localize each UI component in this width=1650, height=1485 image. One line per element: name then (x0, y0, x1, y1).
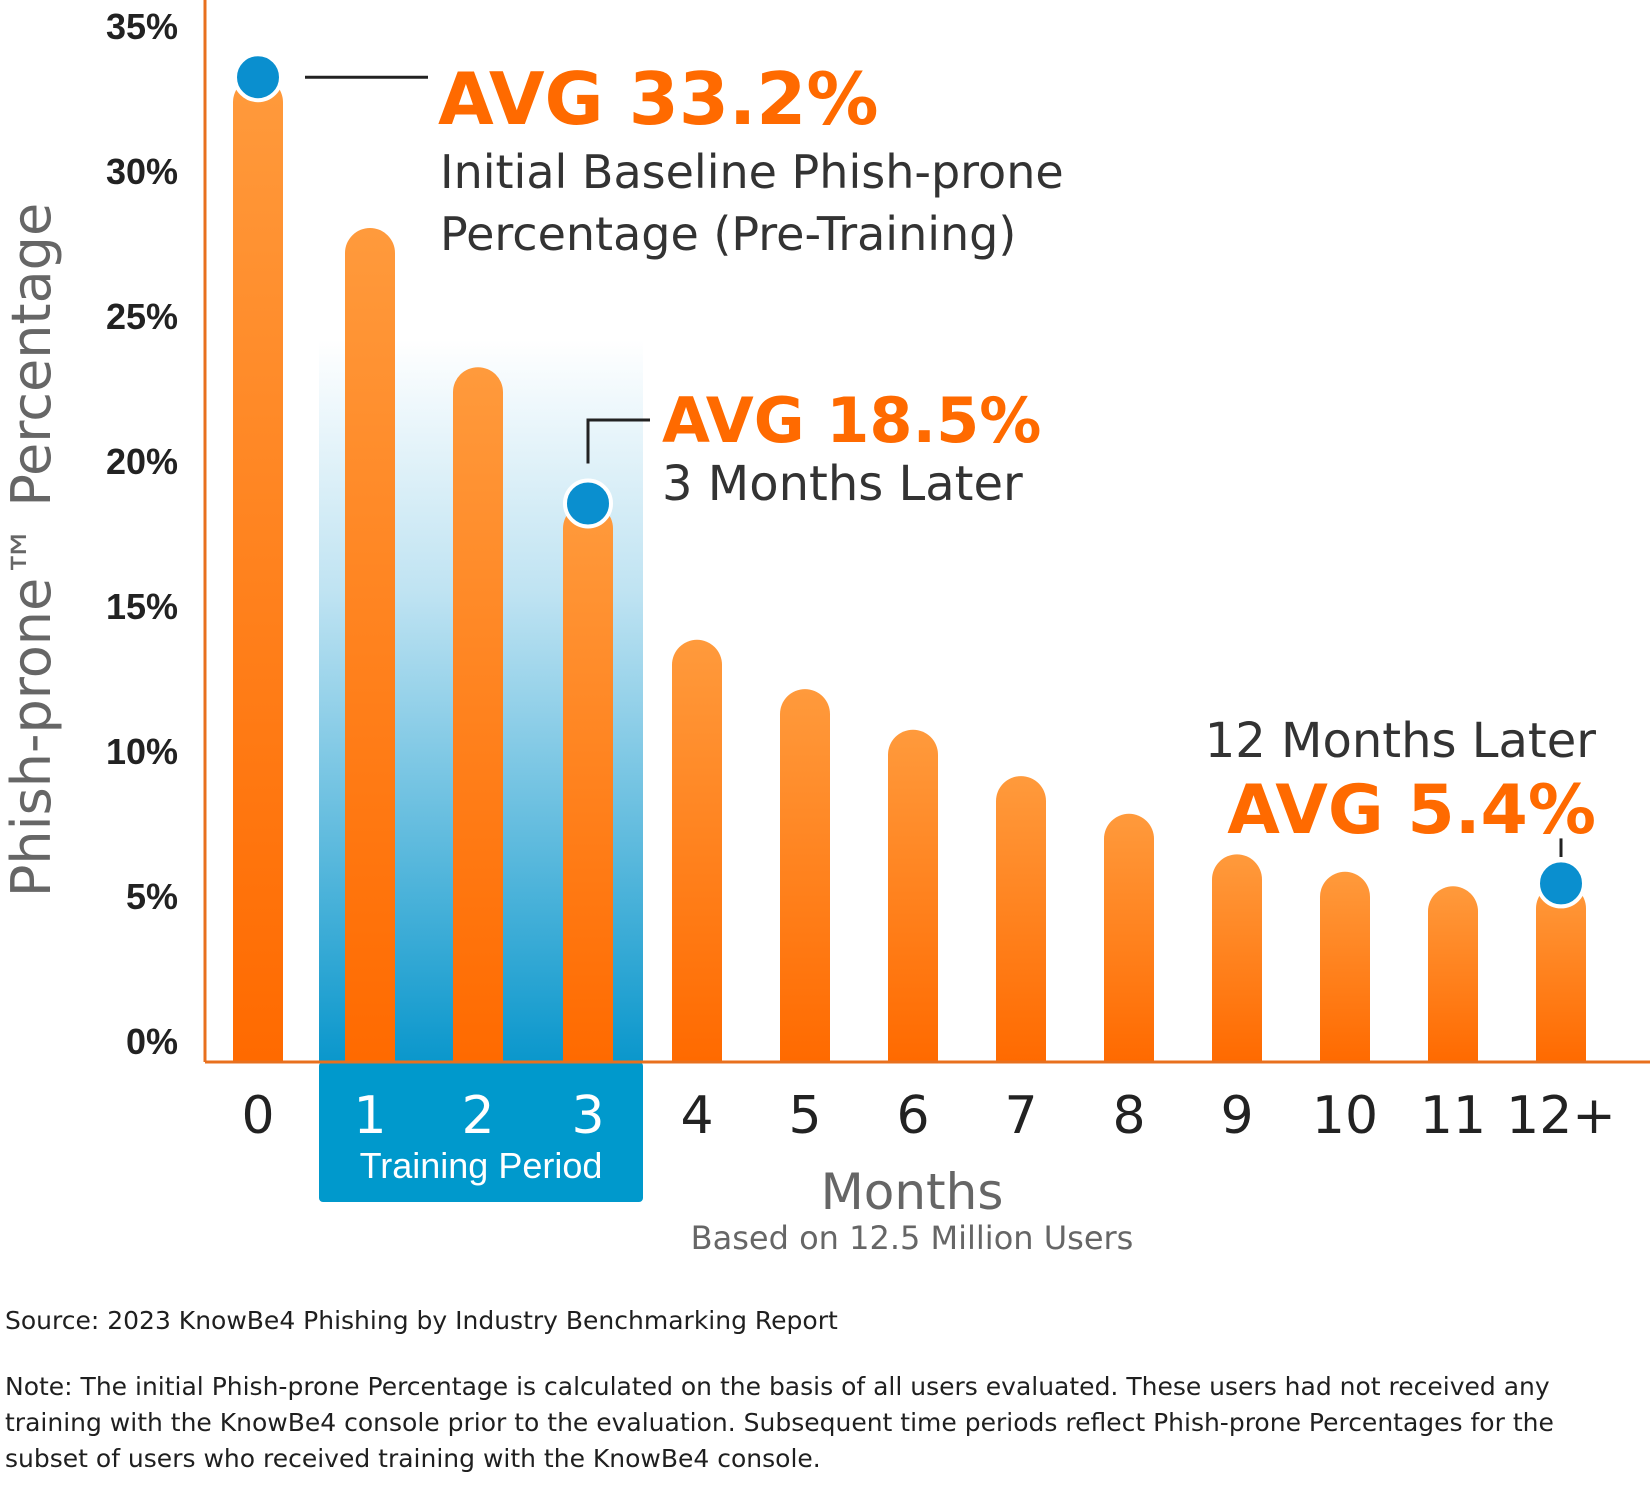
y-tick-label: 0% (126, 1021, 178, 1062)
x-tick-label: 3 (571, 1086, 604, 1146)
x-tick-label: 4 (680, 1086, 713, 1146)
x-tick-label: 12+ (1506, 1086, 1616, 1146)
y-axis-title: Phish-prone™ Percentage (0, 203, 63, 897)
value-marker-month-0 (233, 52, 283, 103)
chart-subtitle: Based on 12.5 Million Users (691, 1219, 1134, 1257)
x-tick-label: 11 (1420, 1086, 1486, 1146)
value-marker-month-12+ (1536, 858, 1586, 909)
y-tick-label: 20% (106, 441, 178, 482)
x-tick-label: 8 (1112, 1086, 1145, 1146)
bar-month-7 (996, 776, 1046, 1062)
annotation-value: AVG 5.4% (1227, 771, 1596, 850)
x-axis-title: Months (821, 1163, 1004, 1221)
annotation-caption: Percentage (Pre-Training) (440, 207, 1016, 261)
bar-month-4 (672, 639, 722, 1062)
bar-month-12+ (1536, 883, 1586, 1062)
bar-month-2 (452, 367, 503, 1063)
x-tick-label: 7 (1004, 1086, 1037, 1146)
bar-month-1 (345, 228, 395, 1062)
x-tick-label: 9 (1220, 1086, 1253, 1146)
training-period-box (319, 1062, 643, 1202)
bar-month-11 (1428, 886, 1478, 1062)
annotation-caption: 12 Months Later (1205, 713, 1597, 769)
x-tick-label: 5 (788, 1086, 821, 1146)
x-tick-label: 2 (461, 1086, 494, 1146)
y-tick-label: 15% (106, 586, 178, 627)
bar-month-6 (888, 729, 938, 1062)
y-tick-label: 35% (106, 6, 178, 47)
bar-month-9 (1212, 854, 1262, 1062)
bar-month-3 (563, 503, 613, 1062)
x-tick-label: 0 (241, 1086, 274, 1146)
y-tick-label: 30% (106, 151, 178, 192)
annotation-caption: 3 Months Later (662, 456, 1023, 512)
bar-month-8 (1104, 813, 1154, 1062)
y-tick-label: 10% (106, 731, 178, 772)
x-tick-label: 10 (1312, 1086, 1378, 1146)
annotation-value: AVG 33.2% (438, 57, 879, 141)
value-marker-month-3 (563, 478, 613, 529)
x-tick-label: 1 (353, 1086, 386, 1146)
source-note: Source: 2023 KnowBe4 Phishing by Industr… (5, 1306, 838, 1335)
training-period-label: Training Period (360, 1145, 603, 1186)
annotation-caption: Initial Baseline Phish-prone (440, 145, 1064, 199)
x-tick-label: 6 (896, 1086, 929, 1146)
bar-month-10 (1320, 871, 1370, 1062)
annotation-leader-line (586, 418, 650, 464)
annotation-value: AVG 18.5% (662, 384, 1041, 457)
y-tick-label: 5% (126, 876, 178, 917)
bar-month-0 (233, 77, 283, 1062)
y-tick-label: 25% (106, 296, 178, 337)
bar-month-5 (780, 689, 830, 1062)
methodology-note: Note: The initial Phish-prone Percentage… (5, 1372, 1554, 1473)
